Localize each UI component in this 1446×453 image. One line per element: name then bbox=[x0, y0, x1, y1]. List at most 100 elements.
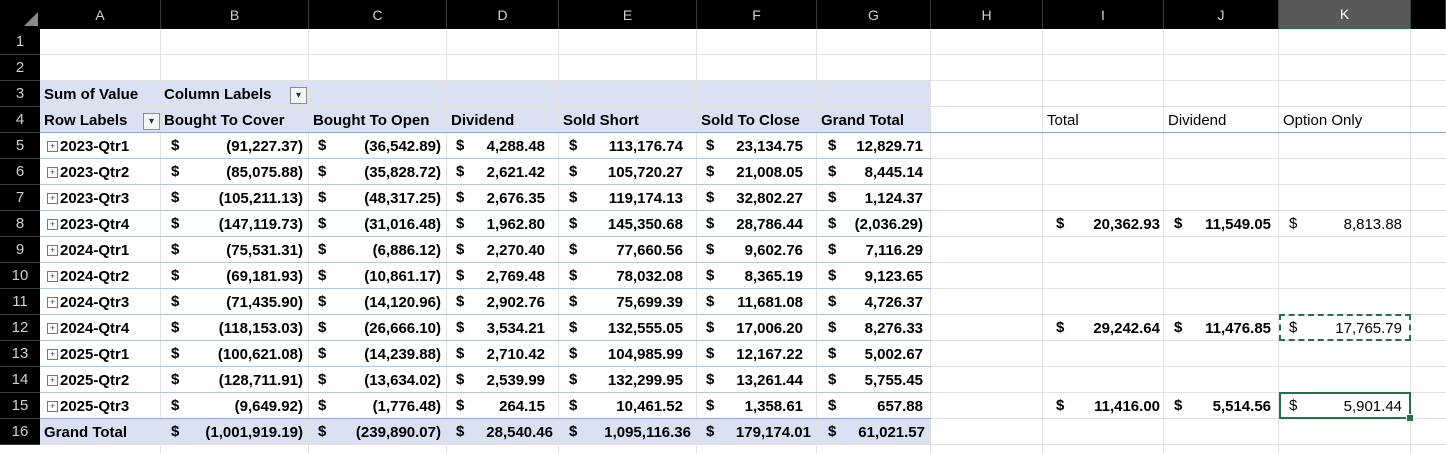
pivot-value-cell[interactable]: 2,710.42 bbox=[486, 345, 545, 363]
row-header-8[interactable]: 8 bbox=[0, 211, 40, 237]
grand-total-value[interactable]: 1,095,116.36 bbox=[604, 423, 691, 441]
row-header-1[interactable]: 1 bbox=[0, 29, 40, 55]
grand-total-value[interactable]: (1,001,919.19) bbox=[205, 423, 303, 441]
grand-total-value[interactable]: 28,540.46 bbox=[486, 423, 553, 441]
row-header-13[interactable]: 13 bbox=[0, 341, 40, 367]
pivot-value-cell[interactable]: (9,649.92) bbox=[234, 397, 303, 415]
pivot-value-cell[interactable]: 2,902.76 bbox=[486, 293, 545, 311]
pivot-value-cell[interactable]: 2,769.48 bbox=[486, 267, 545, 285]
column-header-e[interactable]: E bbox=[559, 0, 697, 29]
pivot-value-cell[interactable]: (26,666.10) bbox=[364, 319, 441, 337]
column-header-g[interactable]: G bbox=[817, 0, 931, 29]
row-header-11[interactable]: 11 bbox=[0, 289, 40, 315]
pivot-value-cell[interactable]: 9,602.76 bbox=[744, 241, 803, 259]
grand-total-value[interactable]: 61,021.57 bbox=[858, 423, 925, 441]
pivot-value-cell[interactable]: 28,786.44 bbox=[736, 215, 803, 233]
grand-total-cell[interactable]: (2,036.29) bbox=[854, 215, 923, 233]
pivot-value-cell[interactable]: 104,985.99 bbox=[607, 345, 683, 363]
pivot-row-label[interactable]: +2023-Qtr4 bbox=[47, 211, 159, 237]
grand-total-value[interactable]: 179,174.01 bbox=[735, 423, 811, 441]
side-table-header[interactable]: Dividend bbox=[1168, 111, 1227, 129]
expand-icon[interactable]: + bbox=[47, 322, 58, 334]
pivot-column-header[interactable]: Grand Total bbox=[821, 111, 905, 129]
pivot-value-cell[interactable]: (128,711.91) bbox=[218, 371, 303, 389]
grand-total-cell[interactable]: 7,116.29 bbox=[865, 241, 923, 259]
pivot-value-cell[interactable]: 1,358.61 bbox=[744, 397, 803, 415]
pivot-value-cell[interactable]: 132,299.95 bbox=[607, 371, 683, 389]
column-header-h[interactable]: H bbox=[931, 0, 1043, 29]
pivot-value-cell[interactable]: (105,211.13) bbox=[218, 189, 303, 207]
pivot-column-header[interactable]: Dividend bbox=[451, 111, 515, 129]
pivot-value-cell[interactable]: 145,350.68 bbox=[607, 215, 683, 233]
pivot-row-label[interactable]: +2024-Qtr2 bbox=[47, 263, 159, 289]
grand-total-cell[interactable]: 8,276.33 bbox=[864, 319, 923, 337]
pivot-row-label[interactable]: +2023-Qtr1 bbox=[47, 133, 159, 159]
pivot-value-cell[interactable]: 119,174.13 bbox=[608, 189, 683, 207]
row-header-3[interactable]: 3 bbox=[0, 81, 40, 107]
pivot-value-cell[interactable]: 113,176.74 bbox=[608, 137, 683, 155]
pivot-row-label[interactable]: +2023-Qtr2 bbox=[47, 159, 159, 185]
pivot-row-label[interactable]: +2024-Qtr3 bbox=[47, 289, 159, 315]
pivot-column-header[interactable]: Bought To Open bbox=[313, 111, 430, 129]
pivot-value-cell[interactable]: 13,261.44 bbox=[736, 371, 803, 389]
pivot-value-cell[interactable]: 12,167.22 bbox=[736, 345, 803, 363]
pivot-value-cell[interactable]: (6,886.12) bbox=[372, 241, 441, 259]
pivot-row-label[interactable]: +2025-Qtr2 bbox=[47, 367, 159, 393]
expand-icon[interactable]: + bbox=[47, 192, 58, 204]
pivot-value-cell[interactable]: 77,660.56 bbox=[616, 241, 683, 259]
side-option-only-cell[interactable]: 17,765.79 bbox=[1335, 319, 1402, 337]
grand-total-cell[interactable]: 9,123.65 bbox=[864, 267, 923, 285]
pivot-value-cell[interactable]: (36,542.89) bbox=[364, 137, 441, 155]
column-header-a[interactable]: A bbox=[40, 0, 161, 29]
column-header-b[interactable]: B bbox=[161, 0, 309, 29]
column-header-i[interactable]: I bbox=[1043, 0, 1164, 29]
pivot-value-cell[interactable]: 75,699.39 bbox=[616, 293, 683, 311]
pivot-value-cell[interactable]: 78,032.08 bbox=[616, 267, 683, 285]
active-cell-k15[interactable] bbox=[1279, 392, 1411, 419]
column-header-d[interactable]: D bbox=[447, 0, 559, 29]
pivot-value-cell[interactable]: (100,621.08) bbox=[217, 345, 303, 363]
pivot-row-label[interactable]: +2025-Qtr1 bbox=[47, 341, 159, 367]
row-header-16[interactable]: 16 bbox=[0, 419, 40, 445]
pivot-value-cell[interactable]: (91,227.37) bbox=[226, 137, 303, 155]
expand-icon[interactable]: + bbox=[47, 374, 58, 386]
pivot-value-cell[interactable]: (69,181.93) bbox=[226, 267, 303, 285]
pivot-value-cell[interactable]: (1,776.48) bbox=[372, 397, 441, 415]
pivot-value-cell[interactable]: 23,134.75 bbox=[736, 137, 803, 155]
column-header-c[interactable]: C bbox=[309, 0, 447, 29]
select-all-corner[interactable] bbox=[24, 12, 38, 26]
pivot-row-label[interactable]: +2024-Qtr4 bbox=[47, 315, 159, 341]
side-dividend-cell[interactable]: 5,514.56 bbox=[1212, 397, 1271, 415]
side-total-cell[interactable]: 20,362.93 bbox=[1093, 215, 1160, 233]
grand-total-label[interactable]: Grand Total bbox=[44, 423, 128, 441]
pivot-value-cell[interactable]: (35,828.72) bbox=[364, 163, 441, 181]
pivot-value-cell[interactable]: (147,119.73) bbox=[218, 215, 303, 233]
pivot-value-cell[interactable]: 32,802.27 bbox=[736, 189, 803, 207]
row-header-12[interactable]: 12 bbox=[0, 315, 40, 341]
pivot-value-cell[interactable]: (71,435.90) bbox=[226, 293, 303, 311]
pivot-value-cell[interactable]: 4,288.48 bbox=[486, 137, 545, 155]
side-total-cell[interactable]: 11,416.00 bbox=[1094, 397, 1160, 415]
row-labels-filter-button[interactable]: ▾ bbox=[143, 113, 160, 130]
column-header-f[interactable]: F bbox=[697, 0, 817, 29]
grand-total-cell[interactable]: 657.88 bbox=[877, 397, 923, 415]
row-header-10[interactable]: 10 bbox=[0, 263, 40, 289]
row-header-14[interactable]: 14 bbox=[0, 367, 40, 393]
expand-icon[interactable]: + bbox=[47, 270, 58, 282]
pivot-value-cell[interactable]: 132,555.05 bbox=[607, 319, 683, 337]
side-dividend-cell[interactable]: 11,549.05 bbox=[1205, 215, 1271, 233]
pivot-column-header[interactable]: Bought To Cover bbox=[164, 111, 285, 129]
pivot-value-cell[interactable]: (10,861.17) bbox=[364, 267, 441, 285]
row-header-9[interactable]: 9 bbox=[0, 237, 40, 263]
row-header-5[interactable]: 5 bbox=[0, 133, 40, 159]
grand-total-value[interactable]: (239,890.07) bbox=[355, 423, 441, 441]
fill-handle[interactable] bbox=[1406, 414, 1414, 422]
pivot-column-labels[interactable]: Column Labels bbox=[164, 85, 272, 103]
pivot-value-cell[interactable]: 1,962.80 bbox=[486, 215, 545, 233]
side-option-only-cell[interactable]: 5,901.44 bbox=[1343, 397, 1402, 415]
side-total-cell[interactable]: 29,242.64 bbox=[1093, 319, 1160, 337]
pivot-row-label[interactable]: +2023-Qtr3 bbox=[47, 185, 159, 211]
pivot-value-cell[interactable]: 21,008.05 bbox=[736, 163, 803, 181]
pivot-value-cell[interactable]: 264.15 bbox=[499, 397, 545, 415]
